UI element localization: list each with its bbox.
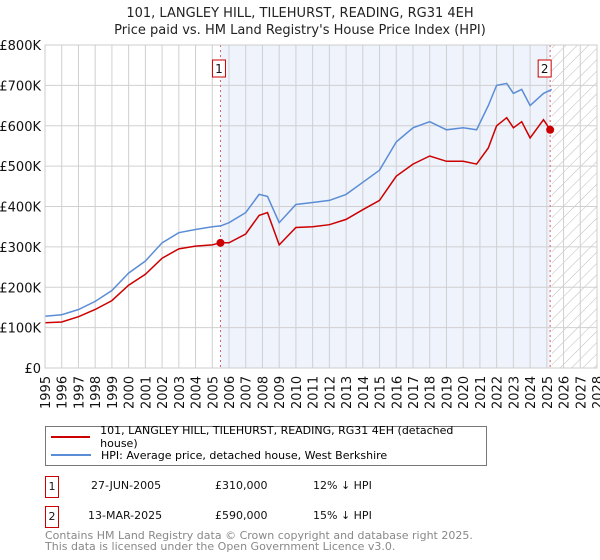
x-tick-label: 2001 <box>139 376 154 409</box>
footer-line: This data is licensed under the Open Gov… <box>45 540 396 553</box>
hpi-series-line <box>44 82 553 318</box>
x-tick-label: 2026 <box>558 376 573 409</box>
x-tick-label: 1995 <box>39 376 54 409</box>
footer-line: Contains HM Land Registry data © Crown c… <box>45 529 473 542</box>
legend-item-property: 101, LANGLEY HILL, TILEHURST, READING, R… <box>46 424 486 450</box>
annotation-label: 2 <box>541 62 549 76</box>
legend-item-hpi: HPI: Average price, detached house, West… <box>46 446 387 464</box>
x-tick-label: 2028 <box>591 376 600 409</box>
sale-date: 27-JUN-2005 <box>91 479 162 492</box>
x-tick-label: 2014 <box>357 376 372 409</box>
y-tick-label: £200K <box>0 281 41 296</box>
x-tick-label: 2022 <box>491 376 506 409</box>
x-tick-label: 2011 <box>307 376 322 409</box>
plot-area: £0 £100K £200K £300K £400K £500K £600K £700K £80… <box>0 39 600 409</box>
x-tick-label: 2017 <box>407 376 422 409</box>
sale-point <box>216 238 225 247</box>
sale-marker: 1 <box>45 476 59 498</box>
legend-label: HPI: Average price, detached house, West… <box>101 448 388 462</box>
x-tick-label: 1996 <box>56 376 71 409</box>
y-tick-label: £300K <box>0 241 41 256</box>
y-tick-label: £700K <box>0 79 41 94</box>
y-tick-label: £800K <box>0 39 41 54</box>
sale-date: 13-MAR-2025 <box>88 509 163 522</box>
x-tick-label: 2021 <box>474 376 489 409</box>
y-tick-label: £400K <box>0 201 41 216</box>
x-tick-label: 2012 <box>323 376 338 409</box>
x-tick-label: 2000 <box>123 376 138 409</box>
footer: Contains HM Land Registry data © Crown c… <box>45 530 473 552</box>
x-tick-label: 1998 <box>89 376 104 409</box>
legend-label: 101, LANGLEY HILL, TILEHURST, READING, R… <box>100 424 454 450</box>
chart-subtitle: Price paid vs. HM Land Registry's House … <box>114 23 486 38</box>
legend: 101, LANGLEY HILL, TILEHURST, READING, R… <box>45 424 487 466</box>
x-tick-label: 2024 <box>524 376 539 409</box>
annotation-box <box>537 59 552 78</box>
chart-title: 101, LANGLEY HILL, TILEHURST, READING, R… <box>126 6 474 21</box>
annotation-box <box>211 59 226 78</box>
x-tick-label: 2016 <box>390 376 405 409</box>
sale-price: £590,000 <box>215 509 268 522</box>
legend-swatch-blue <box>51 454 91 456</box>
x-tick-label: 2013 <box>340 376 355 409</box>
sale-hpi: 12% ↓ HPI <box>313 479 372 492</box>
x-tick-label: 2009 <box>273 376 288 409</box>
x-tick-label: 2010 <box>290 376 305 409</box>
x-tick-label: 2003 <box>173 376 188 409</box>
plot-border <box>44 44 598 369</box>
x-tick-label: 2007 <box>240 376 255 409</box>
x-tick-label: 2027 <box>574 376 589 409</box>
x-tick-label: 2008 <box>256 376 271 409</box>
x-tick-label: 2002 <box>156 376 171 409</box>
x-tick-label: 2005 <box>206 376 221 409</box>
legend-swatch-red <box>51 436 91 438</box>
property-series-line <box>44 116 551 324</box>
x-tick-label: 2025 <box>541 376 556 409</box>
x-tick-label: 2020 <box>457 376 472 409</box>
sale-hpi: 15% ↓ HPI <box>313 509 372 522</box>
y-tick-label: £100K <box>0 322 41 337</box>
x-tick-label: 1997 <box>72 376 87 409</box>
sale-point <box>546 125 555 134</box>
sale-price: £310,000 <box>215 479 268 492</box>
x-tick-label: 2006 <box>223 376 238 409</box>
x-tick-label: 2023 <box>507 376 522 409</box>
y-tick-label: £500K <box>0 160 41 175</box>
x-tick-label: 2019 <box>440 376 455 409</box>
x-tick-label: 2018 <box>424 376 439 409</box>
annotation-label: 1 <box>215 62 223 76</box>
y-tick-label: £0 <box>24 362 41 377</box>
x-tick-label: 2004 <box>190 376 205 409</box>
x-tick-label: 2015 <box>374 376 389 409</box>
sale-marker: 2 <box>45 506 59 528</box>
y-tick-label: £600K <box>0 120 41 135</box>
x-tick-label: 1999 <box>106 376 121 409</box>
